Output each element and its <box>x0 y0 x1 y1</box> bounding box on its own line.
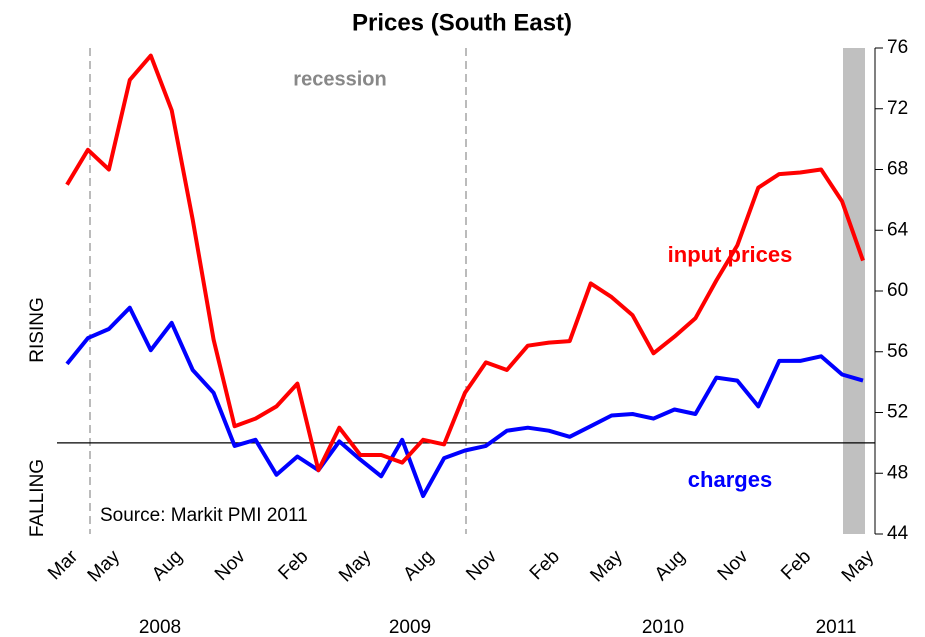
y-tick-label: 60 <box>887 280 908 301</box>
recession-label: recession <box>293 68 386 90</box>
x-tick-label: Feb <box>526 546 564 584</box>
year-label: 2011 <box>816 617 857 637</box>
x-tick-label: May <box>586 546 627 587</box>
x-tick-label: Feb <box>777 546 815 584</box>
y-tick-label: 72 <box>887 98 908 119</box>
year-label: 2008 <box>139 617 181 637</box>
series-label: charges <box>688 467 772 492</box>
y-tick-label: 52 <box>887 402 908 423</box>
y-tick-label: 76 <box>887 37 908 58</box>
x-tick-label: Mar <box>44 546 82 584</box>
x-tick-label: May <box>335 546 376 587</box>
x-tick-label: Aug <box>651 546 690 585</box>
y-tick-label: 56 <box>887 341 908 362</box>
y-tick-label: 48 <box>887 462 908 483</box>
x-tick-label: Aug <box>148 546 187 585</box>
falling-label: FALLING <box>27 459 48 537</box>
y-tick-label: 68 <box>887 159 908 180</box>
recession-band <box>843 48 865 534</box>
x-tick-label: May <box>838 546 879 587</box>
year-label: 2009 <box>389 617 431 637</box>
x-tick-label: Feb <box>274 546 312 584</box>
rising-label: RISING <box>27 297 48 362</box>
y-tick-label: 64 <box>887 219 909 240</box>
series-line <box>65 305 864 498</box>
source-note: Source: Markit PMI 2011 <box>100 505 308 526</box>
x-tick-label: Nov <box>714 546 753 585</box>
series-line <box>65 53 865 473</box>
x-tick-label: Aug <box>399 546 438 585</box>
year-label: 2010 <box>642 617 684 637</box>
x-tick-label: May <box>84 546 125 587</box>
x-tick-label: Nov <box>211 546 250 585</box>
y-tick-label: 44 <box>887 523 909 544</box>
x-tick-label: Nov <box>462 546 501 585</box>
chart-title: Prices (South East) <box>352 9 572 36</box>
